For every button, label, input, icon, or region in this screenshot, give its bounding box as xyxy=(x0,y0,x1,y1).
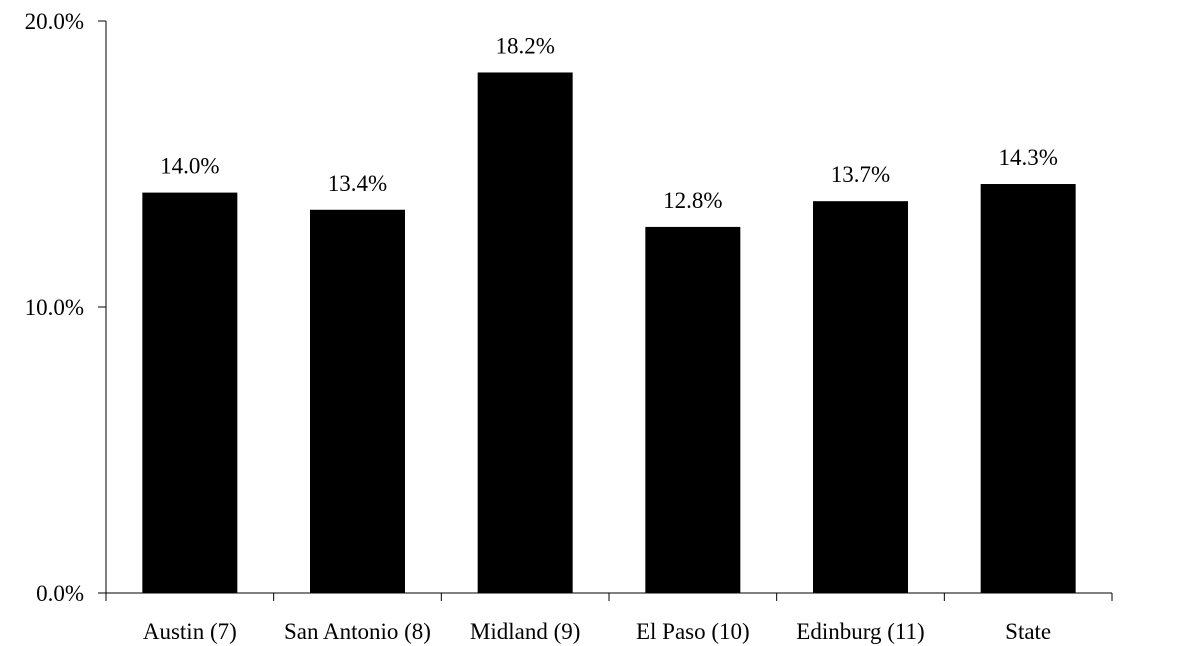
data-label: 12.8% xyxy=(663,188,722,213)
category-labels: Austin (7) San Antonio (8) Midland (9) El P… xyxy=(143,619,1051,644)
x-axis xyxy=(105,592,1113,601)
y-tick-label: 20.0% xyxy=(25,9,84,34)
category-label: Edinburg (11) xyxy=(796,619,924,644)
bar xyxy=(142,192,238,593)
y-tick-label: 10.0% xyxy=(25,295,84,320)
data-label: 18.2% xyxy=(495,33,554,58)
data-label: 14.0% xyxy=(160,154,219,179)
bars xyxy=(142,72,1076,594)
category-label: Midland (9) xyxy=(470,619,581,644)
data-label: 13.4% xyxy=(328,171,387,196)
bar xyxy=(477,72,573,594)
bar xyxy=(813,201,908,593)
category-label: El Paso (10) xyxy=(636,619,750,644)
y-tick-label: 0.0% xyxy=(36,581,84,606)
data-label: 14.3% xyxy=(998,145,1057,170)
category-label: San Antonio (8) xyxy=(284,619,431,644)
category-label: Austin (7) xyxy=(143,619,237,644)
bar xyxy=(645,226,741,594)
data-label: 13.7% xyxy=(831,162,890,187)
y-axis: 0.0% 10.0% 20.0% xyxy=(25,9,107,606)
category-label: State xyxy=(1005,619,1051,644)
bar xyxy=(310,209,405,593)
data-labels: 14.0% 13.4% 18.2% 12.8% 13.7% 14.3% xyxy=(160,33,1058,212)
bar xyxy=(980,184,1076,593)
